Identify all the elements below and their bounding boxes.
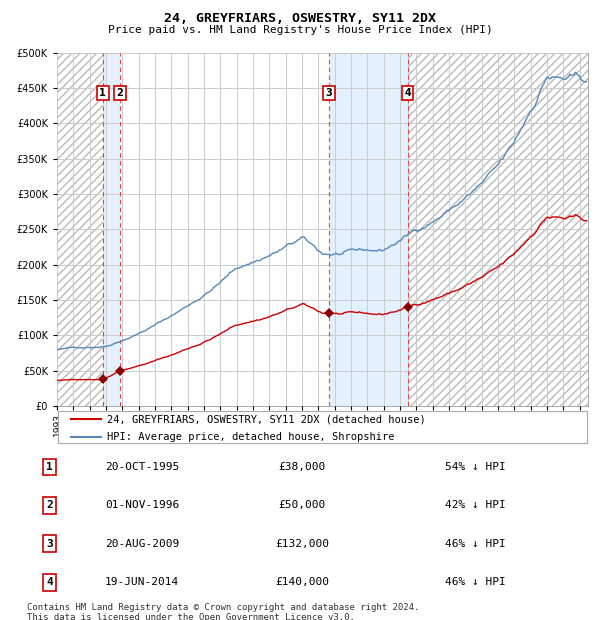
Text: 3: 3: [46, 539, 53, 549]
Text: Price paid vs. HM Land Registry's House Price Index (HPI): Price paid vs. HM Land Registry's House …: [107, 25, 493, 35]
Text: £38,000: £38,000: [278, 462, 326, 472]
Text: 20-AUG-2009: 20-AUG-2009: [105, 539, 179, 549]
Text: 1: 1: [46, 462, 53, 472]
Text: £140,000: £140,000: [275, 577, 329, 587]
Text: 24, GREYFRIARS, OSWESTRY, SY11 2DX: 24, GREYFRIARS, OSWESTRY, SY11 2DX: [164, 12, 436, 25]
Text: 46% ↓ HPI: 46% ↓ HPI: [445, 539, 506, 549]
Text: Contains HM Land Registry data © Crown copyright and database right 2024.
This d: Contains HM Land Registry data © Crown c…: [27, 603, 419, 620]
Text: £50,000: £50,000: [278, 500, 326, 510]
Text: 54% ↓ HPI: 54% ↓ HPI: [445, 462, 506, 472]
Bar: [103, 53, 120, 406]
Text: HPI: Average price, detached house, Shropshire: HPI: Average price, detached house, Shro…: [107, 432, 395, 442]
Text: 24, GREYFRIARS, OSWESTRY, SY11 2DX (detached house): 24, GREYFRIARS, OSWESTRY, SY11 2DX (deta…: [107, 414, 426, 424]
Bar: [57, 53, 103, 406]
FancyBboxPatch shape: [58, 410, 587, 443]
Text: 46% ↓ HPI: 46% ↓ HPI: [445, 577, 506, 587]
Text: 3: 3: [325, 88, 332, 98]
Bar: [329, 53, 407, 406]
Text: 19-JUN-2014: 19-JUN-2014: [105, 577, 179, 587]
Text: 4: 4: [46, 577, 53, 587]
Text: 2: 2: [46, 500, 53, 510]
Text: 1: 1: [100, 88, 106, 98]
Text: 4: 4: [404, 88, 411, 98]
Bar: [407, 53, 588, 406]
Text: 20-OCT-1995: 20-OCT-1995: [105, 462, 179, 472]
Text: 2: 2: [116, 88, 123, 98]
Text: 42% ↓ HPI: 42% ↓ HPI: [445, 500, 506, 510]
Text: 01-NOV-1996: 01-NOV-1996: [105, 500, 179, 510]
Text: £132,000: £132,000: [275, 539, 329, 549]
